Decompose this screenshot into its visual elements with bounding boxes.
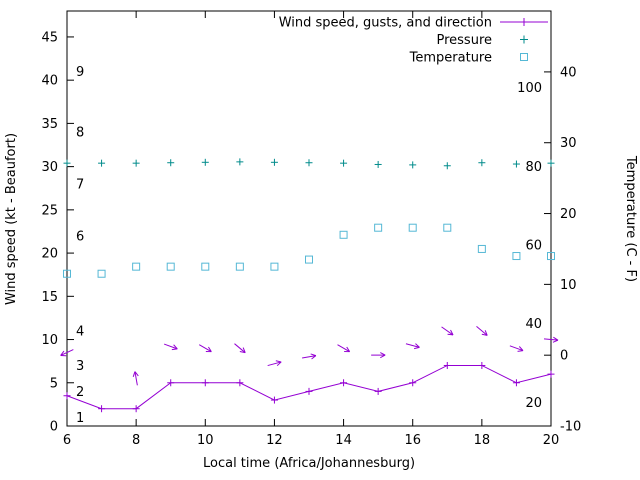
series-wind_gusts xyxy=(60,326,559,386)
y-left-axis-title: Wind speed (kt - Beaufort) xyxy=(4,133,19,305)
svg-text:30: 30 xyxy=(41,160,58,175)
svg-text:12: 12 xyxy=(266,433,283,448)
svg-text:9: 9 xyxy=(76,65,84,80)
series-pressure xyxy=(63,158,555,170)
svg-text:8: 8 xyxy=(76,126,84,141)
svg-text:0: 0 xyxy=(560,349,568,364)
x-axis-title: Local time (Africa/Johannesburg) xyxy=(203,456,415,471)
series-wind_speed xyxy=(63,361,555,413)
svg-text:30: 30 xyxy=(560,136,577,151)
svg-text:16: 16 xyxy=(404,433,421,448)
svg-text:18: 18 xyxy=(474,433,491,448)
svg-text:5: 5 xyxy=(50,376,58,391)
svg-text:2: 2 xyxy=(76,385,84,400)
svg-text:10: 10 xyxy=(560,278,577,293)
x-axis-ticks: 6 8 10 12 14 16 18 20 xyxy=(63,11,559,448)
svg-text:4: 4 xyxy=(76,324,84,339)
svg-text:40: 40 xyxy=(41,74,58,89)
svg-text:14: 14 xyxy=(335,433,352,448)
legend-label-wind: Wind speed, gusts, and direction xyxy=(279,16,492,31)
svg-text:8: 8 xyxy=(132,433,140,448)
svg-text:15: 15 xyxy=(41,290,58,305)
svg-text:45: 45 xyxy=(41,30,58,45)
series-temperature xyxy=(63,223,555,278)
y-left-ticks: 0 5 10 15 20 25 30 35 40 45 xyxy=(41,30,74,435)
svg-text:10: 10 xyxy=(41,333,58,348)
svg-text:20: 20 xyxy=(543,433,560,448)
svg-text:7: 7 xyxy=(76,177,84,192)
fahrenheit-labels: 100 80 60 40 20 xyxy=(517,81,542,411)
svg-text:100: 100 xyxy=(517,81,542,96)
svg-text:10: 10 xyxy=(197,433,214,448)
svg-text:1: 1 xyxy=(76,411,84,426)
svg-text:6: 6 xyxy=(63,433,71,448)
svg-text:20: 20 xyxy=(560,207,577,222)
svg-text:3: 3 xyxy=(76,359,84,374)
legend-label-pressure: Pressure xyxy=(436,33,492,48)
svg-text:80: 80 xyxy=(525,160,542,175)
svg-text:20: 20 xyxy=(41,247,58,262)
svg-text:25: 25 xyxy=(41,203,58,218)
svg-text:40: 40 xyxy=(560,65,577,80)
svg-text:60: 60 xyxy=(525,239,542,254)
legend-markers xyxy=(500,18,548,61)
svg-text:0: 0 xyxy=(50,420,58,435)
svg-text:6: 6 xyxy=(76,229,84,244)
beaufort-labels: 9 8 7 6 4 3 2 1 xyxy=(76,65,84,426)
svg-text:20: 20 xyxy=(525,396,542,411)
svg-text:35: 35 xyxy=(41,117,58,132)
svg-text:40: 40 xyxy=(525,317,542,332)
svg-text:-10: -10 xyxy=(560,420,581,435)
y-right-axis-title: Temperature (C - F) xyxy=(623,155,638,282)
plot-border xyxy=(66,10,552,427)
y-right-ticks: -10 0 10 20 30 40 xyxy=(544,65,581,435)
legend-label-temperature: Temperature xyxy=(409,51,492,66)
